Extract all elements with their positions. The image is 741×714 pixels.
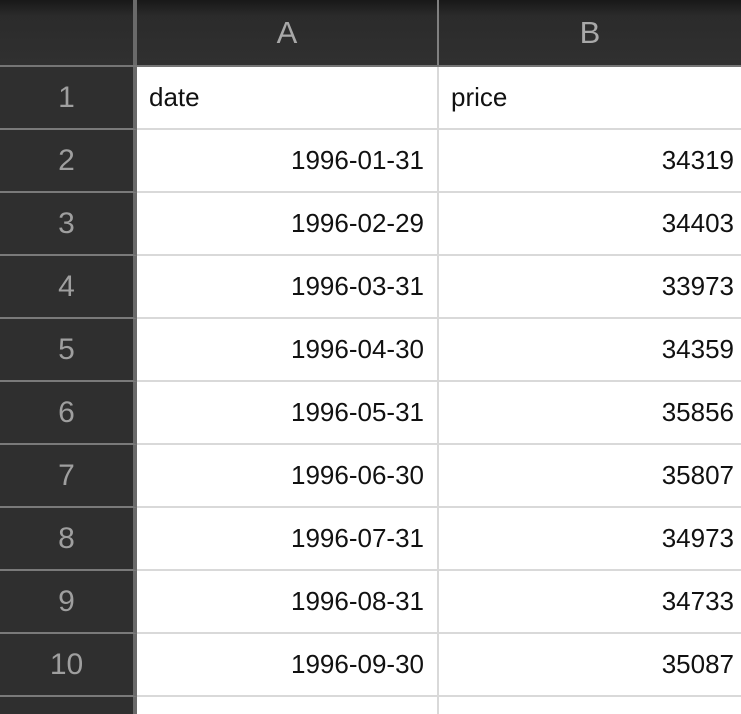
- row-header-6[interactable]: 6: [0, 382, 137, 445]
- row-header-5[interactable]: 5: [0, 319, 137, 382]
- cell-a11[interactable]: [137, 697, 439, 714]
- cell-a8[interactable]: 1996-07-31: [137, 508, 439, 571]
- row-header-9[interactable]: 9: [0, 571, 137, 634]
- row-header-8[interactable]: 8: [0, 508, 137, 571]
- cell-a2[interactable]: 1996-01-31: [137, 130, 439, 193]
- table-row-5: 5 1996-04-30 34359: [0, 319, 741, 382]
- column-header-b[interactable]: B: [579, 14, 601, 50]
- table-row-2: 2 1996-01-31 34319: [0, 130, 741, 193]
- row-header-7[interactable]: 7: [0, 445, 137, 508]
- table-row-6: 6 1996-05-31 35856: [0, 382, 741, 445]
- cell-a3[interactable]: 1996-02-29: [137, 193, 439, 256]
- cell-b3[interactable]: 34403: [439, 193, 741, 256]
- cell-b9[interactable]: 34733: [439, 571, 741, 634]
- cell-a6[interactable]: 1996-05-31: [137, 382, 439, 445]
- cell-a4[interactable]: 1996-03-31: [137, 256, 439, 319]
- row-header-1[interactable]: 1: [0, 67, 137, 130]
- cell-b7[interactable]: 35807: [439, 445, 741, 508]
- table-row-1: 1 date price: [0, 67, 741, 130]
- table-row-10: 10 1996-09-30 35087: [0, 634, 741, 697]
- select-all-corner-cell[interactable]: [0, 0, 137, 65]
- row-header-4[interactable]: 4: [0, 256, 137, 319]
- cell-b11[interactable]: [439, 697, 741, 714]
- row-header-3[interactable]: 3: [0, 193, 137, 256]
- cell-a1[interactable]: date: [137, 67, 439, 130]
- row-header-11[interactable]: [0, 697, 137, 714]
- cell-a5[interactable]: 1996-04-30: [137, 319, 439, 382]
- table-row-7: 7 1996-06-30 35807: [0, 445, 741, 508]
- row-header-10[interactable]: 10: [0, 634, 137, 697]
- cell-b8[interactable]: 34973: [439, 508, 741, 571]
- cell-b4[interactable]: 33973: [439, 256, 741, 319]
- cell-b10[interactable]: 35087: [439, 634, 741, 697]
- cell-b5[interactable]: 34359: [439, 319, 741, 382]
- table-row-3: 3 1996-02-29 34403: [0, 193, 741, 256]
- column-header-row: A B: [0, 0, 741, 67]
- table-row-11-partial: [0, 697, 741, 714]
- table-row-9: 9 1996-08-31 34733: [0, 571, 741, 634]
- cell-a7[interactable]: 1996-06-30: [137, 445, 439, 508]
- cell-a9[interactable]: 1996-08-31: [137, 571, 439, 634]
- row-header-2[interactable]: 2: [0, 130, 137, 193]
- cell-a10[interactable]: 1996-09-30: [137, 634, 439, 697]
- cell-b2[interactable]: 34319: [439, 130, 741, 193]
- cell-b1[interactable]: price: [439, 67, 741, 130]
- cell-b6[interactable]: 35856: [439, 382, 741, 445]
- column-header-a[interactable]: A: [137, 0, 439, 65]
- table-row-4: 4 1996-03-31 33973: [0, 256, 741, 319]
- table-row-8: 8 1996-07-31 34973: [0, 508, 741, 571]
